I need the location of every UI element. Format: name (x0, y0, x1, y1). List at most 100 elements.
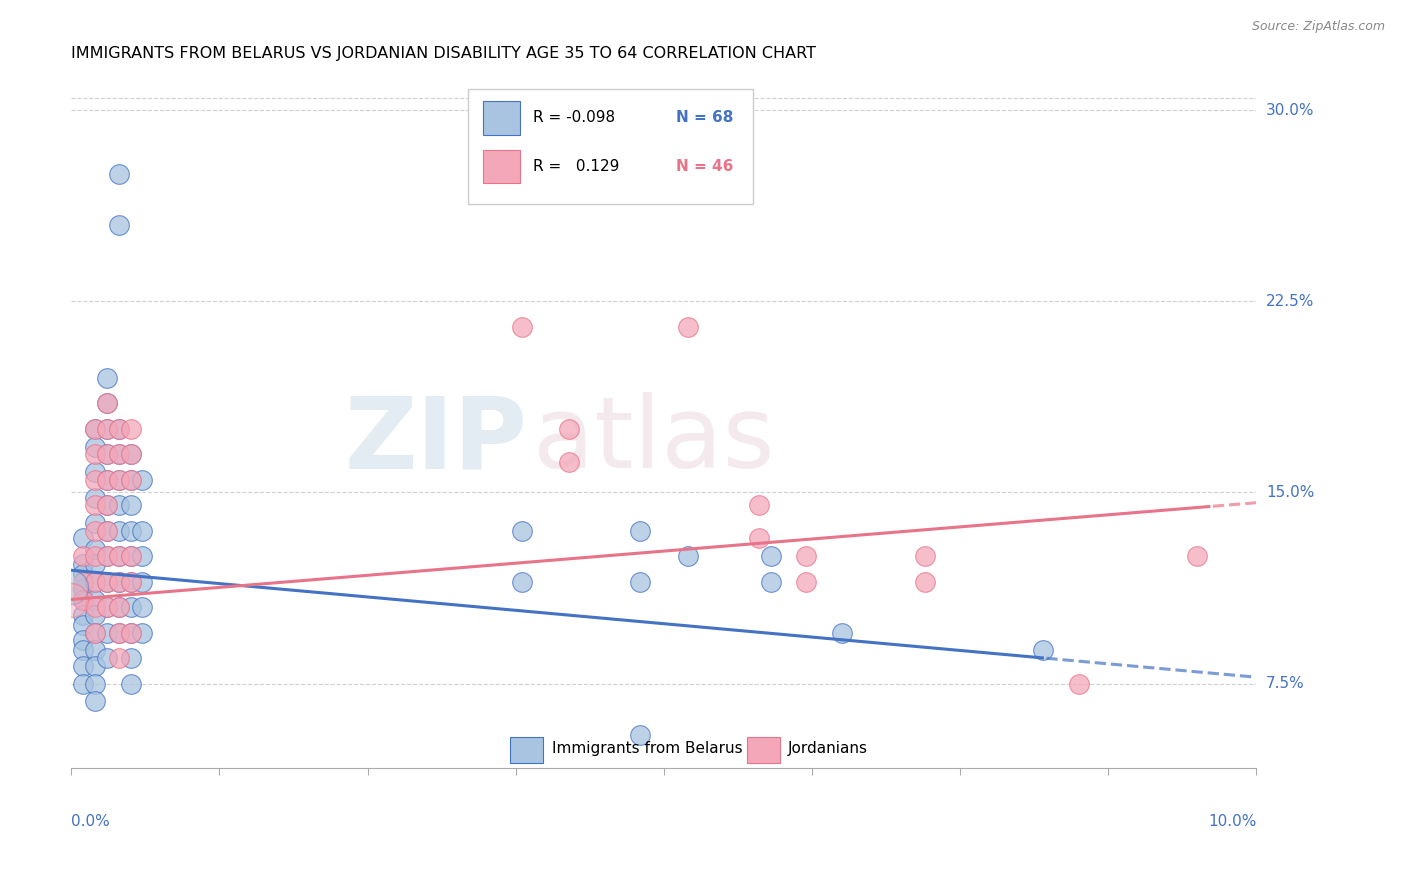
Point (120, 574, 142, 589)
Point (84, 625, 107, 640)
Point (96, 473, 118, 487)
Point (120, 625, 142, 640)
Point (107, 498, 129, 512)
Point (72, 643, 94, 657)
Point (120, 676, 142, 690)
Point (676, 319, 699, 334)
Text: N = 68: N = 68 (676, 110, 733, 125)
Text: Jordanians: Jordanians (789, 740, 869, 756)
Point (831, 625, 853, 640)
Point (510, 524, 533, 538)
Point (107, 218, 129, 232)
Point (107, 600, 129, 615)
Text: 30.0%: 30.0% (1265, 103, 1315, 118)
Point (96, 651, 118, 665)
Point (84, 491, 107, 505)
Point (72, 557, 94, 571)
Point (96, 447, 118, 461)
Point (120, 651, 142, 665)
Point (84, 676, 107, 690)
FancyBboxPatch shape (482, 102, 520, 135)
Point (84, 643, 107, 657)
Point (60, 580, 83, 594)
Point (96, 498, 118, 512)
Point (60, 592, 83, 607)
FancyBboxPatch shape (468, 89, 752, 204)
Text: 0.0%: 0.0% (72, 814, 110, 829)
Point (96, 549, 118, 564)
Point (107, 447, 129, 461)
Point (84, 498, 107, 512)
Point (96, 396, 118, 410)
Point (120, 549, 142, 564)
Point (72, 592, 94, 607)
Point (84, 607, 107, 622)
Point (914, 549, 936, 564)
Text: R = -0.098: R = -0.098 (533, 110, 616, 125)
Point (107, 422, 129, 436)
Text: ZIP: ZIP (344, 392, 527, 489)
Point (120, 447, 142, 461)
Point (72, 633, 94, 648)
Point (107, 625, 129, 640)
Point (96, 549, 118, 564)
Point (107, 625, 129, 640)
Point (72, 582, 94, 597)
Point (120, 524, 142, 538)
Point (96, 498, 118, 512)
Point (84, 465, 107, 479)
Point (72, 618, 94, 632)
Point (510, 319, 533, 334)
Point (131, 625, 153, 640)
Point (96, 524, 118, 538)
Point (84, 549, 107, 564)
Point (794, 574, 817, 589)
Point (84, 694, 107, 708)
Point (107, 422, 129, 436)
Point (120, 447, 142, 461)
Point (759, 574, 782, 589)
Text: Source: ZipAtlas.com: Source: ZipAtlas.com (1251, 20, 1385, 33)
Point (120, 473, 142, 487)
Point (72, 592, 94, 607)
Point (107, 473, 129, 487)
Point (628, 524, 651, 538)
Point (72, 676, 94, 690)
Point (96, 625, 118, 640)
Point (84, 422, 107, 436)
Text: R =   0.129: R = 0.129 (533, 159, 620, 174)
Point (84, 557, 107, 571)
Point (96, 574, 118, 589)
Point (510, 574, 533, 589)
Point (131, 473, 153, 487)
Point (120, 600, 142, 615)
Point (84, 574, 107, 589)
Point (96, 447, 118, 461)
Point (107, 549, 129, 564)
Text: 22.5%: 22.5% (1265, 293, 1315, 309)
FancyBboxPatch shape (747, 737, 780, 764)
Point (131, 524, 153, 538)
Point (120, 625, 142, 640)
Text: N = 46: N = 46 (676, 159, 733, 174)
Text: Immigrants from Belarus: Immigrants from Belarus (553, 740, 742, 756)
Point (72, 607, 94, 622)
Point (84, 625, 107, 640)
Point (914, 574, 936, 589)
Point (96, 600, 118, 615)
Point (107, 549, 129, 564)
Point (107, 574, 129, 589)
Point (107, 167, 129, 181)
Text: 15.0%: 15.0% (1265, 485, 1315, 500)
Point (84, 658, 107, 673)
Point (131, 549, 153, 564)
Point (72, 567, 94, 582)
Point (96, 396, 118, 410)
Point (676, 549, 699, 564)
Point (72, 532, 94, 546)
Point (72, 658, 94, 673)
Point (759, 549, 782, 564)
Point (120, 473, 142, 487)
Point (1032, 643, 1054, 657)
Point (96, 371, 118, 385)
